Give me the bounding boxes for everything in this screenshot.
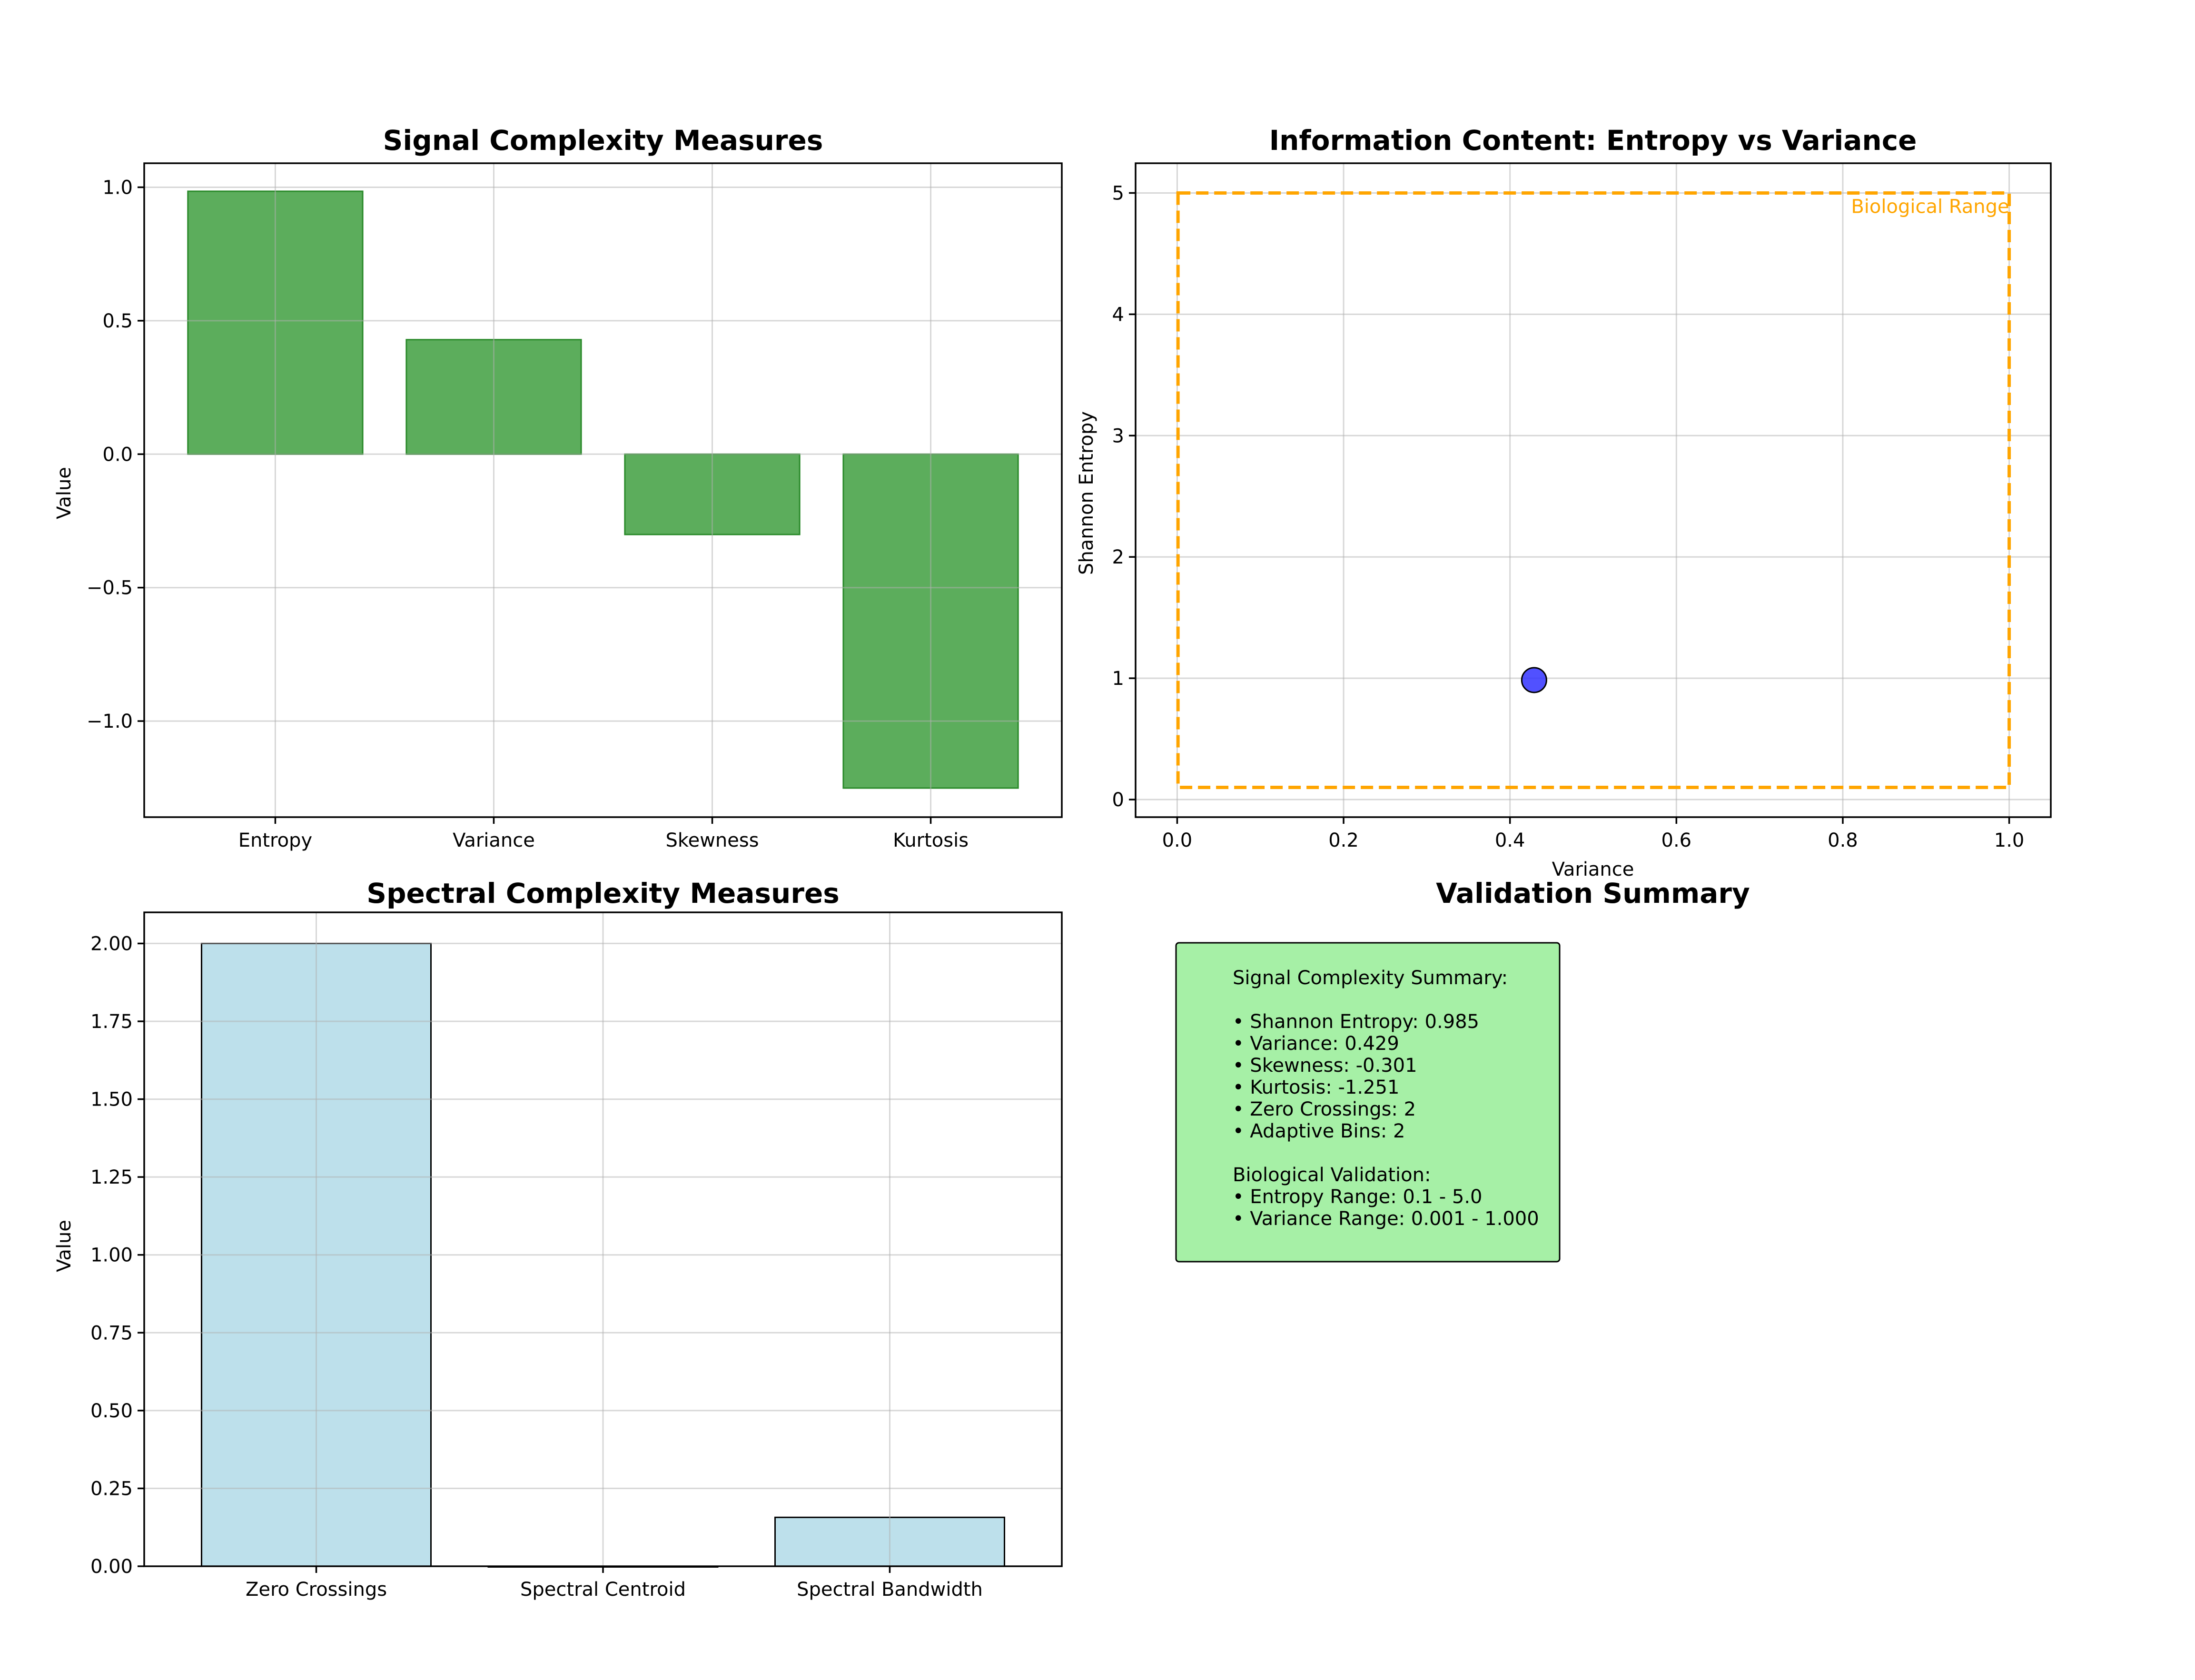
signal-complexity-y-tick-label: 0.0: [102, 444, 133, 465]
entropy-variance-y-tick-label: 0: [1112, 789, 1124, 811]
entropy-variance-x-tick-label: 1.0: [1994, 830, 2025, 851]
spectral-complexity-y-tick-label: 0.50: [90, 1400, 133, 1422]
summary-line: • Skewness: -0.301: [1233, 1055, 1417, 1077]
entropy-variance-x-tick-label: 0.4: [1495, 830, 1525, 851]
signal-complexity-x-tick-label: Kurtosis: [893, 830, 969, 851]
entropy-variance-point: [1521, 667, 1547, 693]
validation-summary-panel: Validation Summary Signal Complexity Sum…: [1175, 877, 1750, 1263]
entropy-variance-y-tick-label: 2: [1112, 546, 1124, 568]
signal-complexity-chart: Signal Complexity Measures Value 1.0 0.5 0…: [53, 124, 1063, 851]
biological-range-box: [1176, 191, 2011, 790]
spectral-complexity-y-tick-label: 1.75: [90, 1011, 133, 1033]
summary-line: Signal Complexity Summary:: [1233, 967, 1508, 989]
summary-line: Biological Validation:: [1233, 1164, 1431, 1186]
signal-complexity-x-tick-label: Entropy: [238, 830, 312, 851]
signal-complexity-title: Signal Complexity Measures: [383, 124, 823, 157]
summary-line: • Entropy Range: 0.1 - 5.0: [1233, 1186, 1483, 1208]
signal-complexity-y-tick-label: 0.5: [102, 310, 133, 332]
entropy-variance-title: Information Content: Entropy vs Variance: [1269, 124, 1917, 157]
summary-line: • Variance Range: 0.001 - 1.000: [1233, 1208, 1539, 1230]
spectral-complexity-y-tick-label: 1.00: [90, 1245, 133, 1266]
spectral-complexity-y-tick-label: 2.00: [90, 933, 133, 955]
spectral-complexity-title: Spectral Complexity Measures: [366, 877, 840, 909]
signal-complexity-y-tick-label: −0.5: [87, 577, 133, 599]
summary-box: [1175, 942, 1561, 1263]
signal-complexity-x-tick-label: Variance: [453, 830, 535, 851]
spectral-complexity-chart: Spectral Complexity Measures Value 0.00 0…: [53, 877, 1063, 1601]
entropy-variance-plot-frame: [1135, 162, 2052, 818]
spectral-complexity-y-tick-label: 0.00: [90, 1556, 133, 1578]
entropy-variance-x-tick-label: 0.0: [1162, 830, 1193, 851]
summary-line: • Kurtosis: -1.251: [1233, 1077, 1399, 1098]
entropy-variance-ylabel: Shannon Entropy: [1076, 411, 1098, 575]
spectral-complexity-y-tick-label: 1.25: [90, 1166, 133, 1188]
entropy-variance-x-tick-label: 0.2: [1328, 830, 1359, 851]
summary-line: • Variance: 0.429: [1233, 1033, 1399, 1055]
summary-line: • Shannon Entropy: 0.985: [1233, 1011, 1479, 1033]
spectral-complexity-ylabel: Value: [53, 1220, 75, 1272]
spectral-complexity-x-tick-label: Spectral Bandwidth: [797, 1579, 983, 1601]
entropy-variance-y-tick-label: 1: [1112, 668, 1124, 690]
spectral-complexity-x-tick-label: Spectral Centroid: [520, 1579, 686, 1601]
spectral-complexity-y-tick-label: 1.50: [90, 1089, 133, 1111]
entropy-variance-y-tick-label: 3: [1112, 425, 1124, 447]
entropy-variance-x-tick-label: 0.8: [1828, 830, 1858, 851]
entropy-variance-y-tick-label: 4: [1112, 304, 1124, 326]
entropy-variance-x-tick-label: 0.6: [1661, 830, 1692, 851]
signal-complexity-y-tick-label: 1.0: [102, 177, 133, 198]
biological-range-label: Biological Range: [1851, 196, 2009, 217]
summary-line: • Adaptive Bins: 2: [1233, 1120, 1405, 1142]
signal-complexity-plot-frame: [143, 162, 1063, 818]
signal-complexity-y-tick-label: −1.0: [87, 711, 133, 732]
entropy-variance-chart: Information Content: Entropy vs Variance…: [1076, 124, 2052, 880]
entropy-variance-y-tick-label: 5: [1112, 182, 1124, 204]
spectral-complexity-y-tick-label: 0.25: [90, 1478, 133, 1500]
signal-complexity-x-tick-label: Skewness: [665, 830, 759, 851]
signal-complexity-ylabel: Value: [53, 467, 75, 519]
entropy-variance-xlabel: Variance: [1552, 859, 1634, 880]
spectral-complexity-x-tick-label: Zero Crossings: [246, 1579, 387, 1601]
validation-summary-title: Validation Summary: [1436, 877, 1750, 909]
summary-line: • Zero Crossings: 2: [1233, 1098, 1416, 1120]
spectral-complexity-y-tick-label: 0.75: [90, 1322, 133, 1344]
